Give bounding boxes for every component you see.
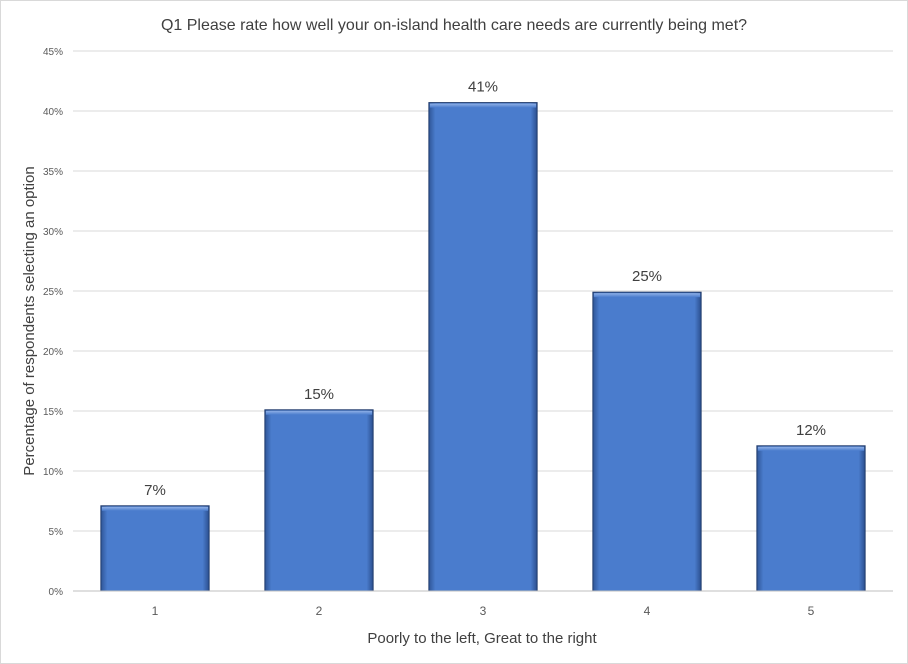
y-tick-label: 40% xyxy=(43,107,63,118)
y-tick-label: 15% xyxy=(43,407,63,418)
bar-bevel-3 xyxy=(429,103,537,108)
bar-3 xyxy=(428,102,538,592)
bar-4 xyxy=(592,291,702,592)
bar-bevel-5 xyxy=(757,446,865,451)
x-tick-label: 1 xyxy=(152,604,159,618)
y-tick-label: 20% xyxy=(43,347,63,358)
bar-2 xyxy=(264,409,374,592)
x-tick-label: 5 xyxy=(808,604,815,618)
x-tick-label: 3 xyxy=(480,604,487,618)
y-axis-title: Percentage of respondents selecting an o… xyxy=(21,166,38,475)
data-label: 7% xyxy=(144,482,166,499)
x-tick-label: 4 xyxy=(644,604,651,618)
bars xyxy=(100,102,866,592)
y-tick-label: 5% xyxy=(49,527,64,538)
bar-5 xyxy=(756,445,866,592)
y-tick-label: 30% xyxy=(43,227,63,238)
chart-title: Q1 Please rate how well your on-island h… xyxy=(161,17,747,34)
bar-bevel-1 xyxy=(101,506,209,511)
x-tick-label: 2 xyxy=(316,604,323,618)
bar-bevel-4 xyxy=(593,293,701,298)
y-tick-label: 35% xyxy=(43,167,63,178)
y-tick-label: 45% xyxy=(43,47,63,58)
y-tick-label: 10% xyxy=(43,467,63,478)
x-axis-title: Poorly to the left, Great to the right xyxy=(367,630,597,647)
y-tick-label: 0% xyxy=(49,587,64,598)
data-label: 25% xyxy=(632,268,662,285)
data-labels: 7% 15% 41% 25% 12% xyxy=(144,79,826,499)
data-label: 15% xyxy=(304,386,334,403)
y-axis-ticks: 0% 5% 10% 15% 20% 25% 30% 35% 40% 45% xyxy=(43,47,63,598)
data-label: 41% xyxy=(468,79,498,96)
bar-bevel-2 xyxy=(265,410,373,415)
data-label: 12% xyxy=(796,422,826,439)
x-axis-ticks: 1 2 3 4 5 xyxy=(152,604,815,618)
y-tick-label: 25% xyxy=(43,287,63,298)
bar-1 xyxy=(100,505,210,592)
